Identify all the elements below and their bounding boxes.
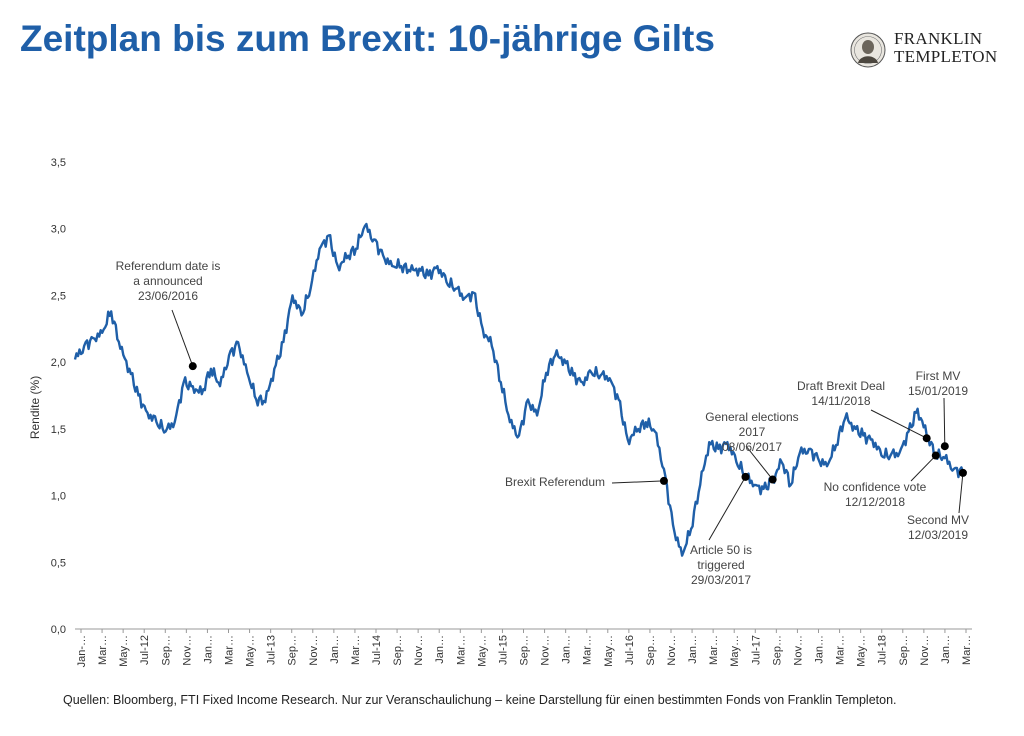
x-tick-label: Nov… [308, 635, 320, 666]
annotation-label: 29/03/2017 [691, 573, 751, 587]
annotation-label: 08/06/2017 [722, 440, 782, 454]
axes: 0,0 0,5 1,0 1,5 2,0 2,5 3,0 3,5 Jan-… Mar… May… Jul… [51, 157, 973, 667]
annotation-leader [745, 445, 774, 480]
x-tick-label: Sep… [160, 635, 172, 666]
annotation-label: No confidence vote [824, 480, 927, 494]
x-tick-label: Nov… [666, 635, 678, 666]
x-tick-label: Mar… [97, 635, 109, 665]
x-tick-label: Nov… [792, 635, 804, 666]
brand-line-2: TEMPLETON [894, 47, 998, 66]
x-tick-label: May… [603, 635, 615, 667]
x-tick-label: Jan… [814, 635, 826, 664]
page-title: Zeitplan bis zum Brexit: 10-jährige Gilt… [20, 18, 715, 59]
annotation-marker [931, 451, 940, 460]
annotation-label: General elections [705, 410, 798, 424]
x-tick-label: Jan… [202, 635, 214, 664]
x-tick-label: Jul-18 [877, 635, 889, 665]
annotation-label: 12/03/2019 [908, 528, 968, 542]
x-tick-label: Jan… [940, 635, 952, 664]
x-tick-label: May… [245, 635, 257, 667]
x-tick-label: Jul-15 [497, 635, 509, 665]
x-tick-label: Sep… [287, 635, 299, 666]
x-tick-label: Sep… [771, 635, 783, 666]
x-tick-label: Jan… [561, 635, 573, 664]
brand-logo: FRANKLIN TEMPLETON [850, 30, 1020, 70]
x-tick-label: Nov… [181, 635, 193, 666]
annotation-leader [171, 309, 194, 367]
x-tick-label: Jul-13 [266, 635, 278, 665]
x-tick-label: Jan… [329, 635, 341, 664]
x-tick-label: Nov… [413, 635, 425, 666]
annotation-label: triggered [697, 558, 744, 572]
x-tick-label: Jan-… [76, 635, 88, 667]
x-tick-label: Jul-17 [750, 635, 762, 665]
annotation-label: Referendum date is [116, 259, 221, 273]
x-tick-label: Nov… [919, 635, 931, 666]
yield-series-line [73, 222, 965, 557]
annotation-label: 14/11/2018 [811, 394, 870, 408]
y-tick-label: 2,0 [51, 357, 66, 369]
x-tick-label: May… [476, 635, 488, 667]
annotation-label: 2017 [739, 425, 766, 439]
x-tick-label: Sep… [645, 635, 657, 666]
x-tick-label: Nov… [540, 635, 552, 666]
annotation-leader [708, 476, 746, 541]
x-tick-label: May… [729, 635, 741, 667]
annotation-label: 15/01/2019 [908, 384, 968, 398]
annotation-label: First MV [916, 369, 961, 383]
x-tick-label: Jul-14 [371, 635, 383, 665]
annotation-marker [188, 362, 197, 371]
y-tick-label: 3,5 [51, 157, 66, 169]
annotation-marker [958, 468, 967, 477]
y-axis-label: Rendite (%) [28, 376, 42, 439]
brand-line-1: FRANKLIN [894, 29, 983, 48]
annotation-marker [659, 476, 668, 485]
annotation-leader [943, 397, 946, 447]
annotation-leader [910, 455, 937, 482]
x-tick-label: Jul-12 [139, 635, 151, 665]
annotation-label: Second MV [907, 513, 969, 527]
annotation-label: Article 50 is [690, 543, 752, 557]
x-tick-label: Jan… [434, 635, 446, 664]
y-tick-label: 0,5 [51, 557, 66, 569]
y-tick-label: 2,5 [51, 290, 66, 302]
x-tick-label: Sep… [898, 635, 910, 666]
portrait-seal-icon [850, 32, 886, 68]
x-tick-label: Jul-16 [624, 635, 636, 665]
annotation-leader [611, 480, 664, 484]
annotation-marker [741, 472, 750, 481]
x-tick-label: Mar… [455, 635, 467, 665]
x-tick-label: Jan… [687, 635, 699, 664]
x-tick-label: Mar… [961, 635, 973, 665]
annotation-label: Draft Brexit Deal [797, 379, 885, 393]
x-tick-label: Sep… [519, 635, 531, 666]
annotation-label: Brexit Referendum [505, 475, 605, 489]
series-layer [73, 222, 965, 557]
annotation-marker [940, 442, 949, 451]
brand-name: FRANKLIN TEMPLETON [894, 30, 997, 66]
x-tick-label: May… [856, 635, 868, 667]
x-tick-label: Mar… [224, 635, 236, 665]
x-tick-label: Mar… [582, 635, 594, 665]
y-tick-label: 1,5 [51, 424, 66, 436]
y-tick-label: 3,0 [51, 224, 66, 236]
source-note: Quellen: Bloomberg, FTI Fixed Income Res… [63, 693, 897, 707]
annotation-leader [958, 472, 964, 514]
x-tick-label: Mar… [708, 635, 720, 665]
y-tick-label: 0,0 [51, 624, 66, 636]
annotation-label: 12/12/2018 [845, 495, 905, 509]
annotation-marker [922, 434, 931, 443]
annotation-marker [768, 475, 777, 484]
x-tick-label: Mar… [350, 635, 362, 665]
x-tick-label: May… [118, 635, 130, 667]
x-tick-label: Sep… [392, 635, 404, 666]
annotation-label: a announced [133, 274, 202, 288]
y-tick-label: 1,0 [51, 491, 66, 503]
x-tick-label: Mar… [835, 635, 847, 665]
annotation-leader [870, 409, 927, 439]
annotation-label: 23/06/2016 [138, 289, 198, 303]
